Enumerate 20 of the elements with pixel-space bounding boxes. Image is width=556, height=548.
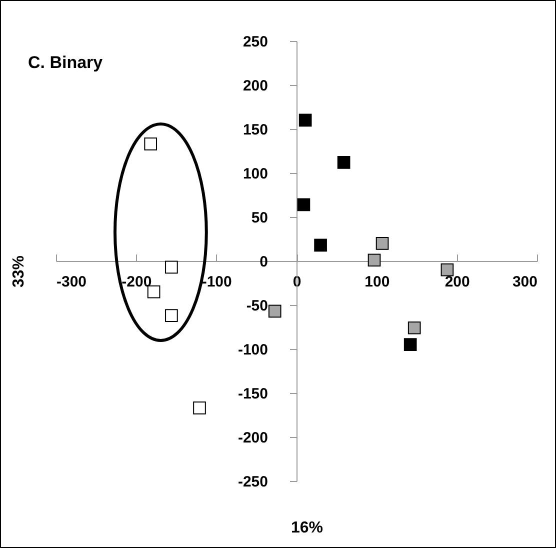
x-tick-label: 100: [364, 274, 390, 290]
y-tick-label: 250: [242, 34, 268, 50]
y-tick-label: -250: [238, 474, 268, 490]
x-axis-title: 16%: [290, 520, 324, 536]
y-tick-label: 100: [242, 166, 268, 182]
y-tick-label: -200: [238, 430, 268, 446]
x-tick-label: 200: [444, 274, 470, 290]
y-tick-label: 150: [242, 122, 268, 138]
y-tick-label: 0: [260, 254, 268, 270]
y-tick-label: -50: [246, 298, 268, 314]
x-tick-label: -200: [122, 274, 152, 290]
x-tick-label: -300: [56, 274, 87, 290]
y-tick-label: 200: [242, 78, 268, 94]
y-axis-title: 33%: [10, 255, 28, 288]
x-tick-label: 300: [512, 274, 538, 290]
y-tick-label: 50: [251, 210, 268, 226]
y-tick-label: -100: [238, 342, 268, 358]
y-tick-label: -150: [238, 386, 268, 402]
x-tick-label: -100: [202, 274, 232, 290]
text: C. Binary: [28, 53, 104, 72]
